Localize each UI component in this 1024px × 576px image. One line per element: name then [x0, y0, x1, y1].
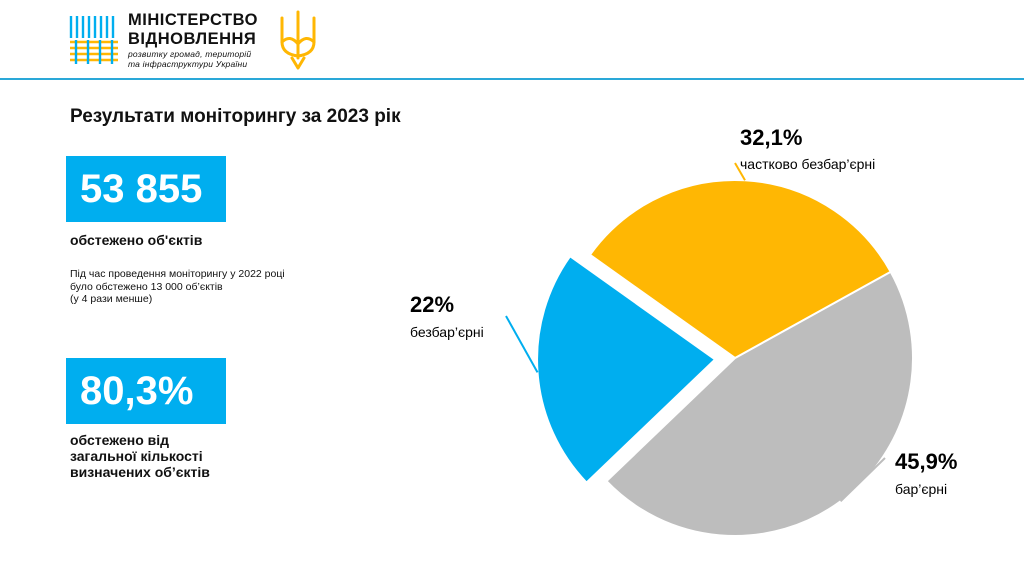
pie-slices — [536, 179, 914, 537]
leader-line — [839, 457, 886, 503]
ministry-logo-icon — [69, 16, 118, 64]
label-accessible-percent: 22% — [410, 292, 454, 317]
objects-count-label: обстежено об'єктів — [70, 232, 203, 248]
label-barrier-percent: 45,9% — [895, 449, 957, 474]
objects-count-badge: 53 855 — [66, 156, 226, 222]
note-line: Під час проведення моніторингу у 2022 ро… — [70, 268, 285, 280]
leader-line — [505, 315, 539, 373]
logo-title-line2: ВІДНОВЛЕННЯ — [128, 29, 257, 48]
slice-accessible — [536, 254, 717, 484]
label-partial-percent: 32,1% — [740, 125, 802, 150]
coverage-label-line: визначених об’єктів — [70, 464, 210, 481]
header: МІНІСТЕРСТВО ВІДНОВЛЕННЯ розвитку громад… — [0, 0, 1024, 80]
slice-partial — [588, 179, 893, 360]
logo-subtitle-line2: та інфраструктури України — [128, 58, 248, 69]
trident-icon — [280, 10, 316, 70]
logo-subtitle-line1: розвитку громад, територій — [128, 49, 252, 59]
coverage-label-line: загальної кількості — [70, 448, 203, 465]
coverage-percent-badge: 80,3% — [66, 358, 226, 424]
leader-line — [734, 162, 746, 181]
slide-title: Результати моніторингу за 2023 рік — [70, 106, 401, 127]
logo-title-line1: МІНІСТЕРСТВО — [128, 11, 258, 29]
label-partial-category: частково безбар’єрні — [740, 156, 875, 172]
label-accessible-category: безбар’єрні — [410, 324, 484, 340]
label-barrier-category: бар’єрні — [895, 481, 947, 497]
coverage-percent-label: обстежено від загальної кількості визнач… — [70, 432, 290, 480]
note-line: було обстежено 13 000 об’єктів — [70, 280, 223, 293]
ministry-name: МІНІСТЕРСТВО ВІДНОВЛЕННЯ розвитку громад… — [128, 12, 258, 68]
note-line: (у 4 рази менше) — [70, 293, 153, 306]
coverage-label-line: обстежено від — [70, 432, 170, 448]
pie-leader-lines — [505, 162, 886, 503]
header-divider — [0, 78, 1024, 80]
monitoring-note: Під час проведення моніторингу у 2022 ро… — [70, 268, 350, 306]
